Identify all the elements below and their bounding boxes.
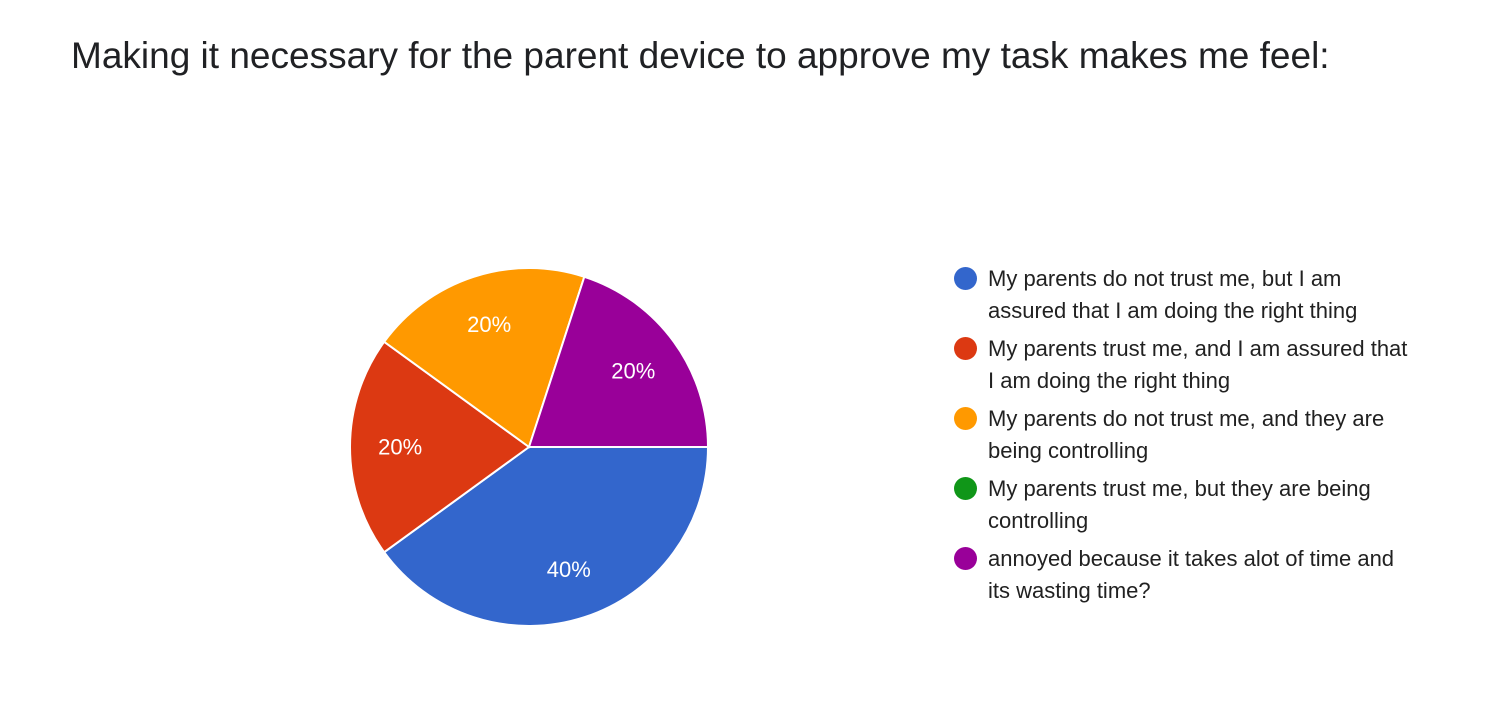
pie-slice-label-0: 40% — [547, 557, 591, 582]
chart-title: Making it necessary for the parent devic… — [71, 35, 1330, 76]
legend-label: My parents trust me, but they are being … — [988, 476, 1371, 533]
legend-swatch — [954, 407, 977, 430]
pie-chart: 40% 20% 20% 20% — [349, 267, 710, 627]
pie-slices — [349, 267, 710, 627]
pie-slice-0 — [382, 446, 710, 627]
legend-label: My parents do not trust me, but I am ass… — [988, 266, 1358, 323]
legend-item-0: My parents do not trust me, but I am ass… — [952, 263, 1412, 333]
legend-item-3: My parents trust me, but they are being … — [952, 473, 1412, 543]
pie-slice-1 — [349, 340, 531, 554]
pie-slice-label-1: 20% — [378, 435, 422, 460]
legend-swatch — [954, 547, 977, 570]
legend-label: My parents trust me, and I am assured th… — [988, 336, 1408, 393]
pie-slice-2 — [382, 267, 586, 449]
pie-slice-label-4: 20% — [611, 359, 655, 384]
legend-item-1: My parents trust me, and I am assured th… — [952, 333, 1412, 403]
pie-slice-label-2: 20% — [467, 312, 511, 337]
pie-slice-4 — [527, 275, 710, 448]
legend-label: My parents do not trust me, and they are… — [988, 406, 1385, 463]
legend-swatch — [954, 337, 977, 360]
legend-item-4: annoyed because it takes alot of time an… — [952, 543, 1412, 613]
legend-item-2: My parents do not trust me, and they are… — [952, 403, 1412, 473]
legend-label: annoyed because it takes alot of time an… — [988, 546, 1395, 603]
pie-slice-labels: 40% 20% 20% 20% — [378, 312, 655, 582]
legend-swatch — [954, 267, 977, 290]
legend-swatch — [954, 477, 977, 500]
chart-legend: My parents do not trust me, but I am ass… — [952, 263, 1412, 613]
